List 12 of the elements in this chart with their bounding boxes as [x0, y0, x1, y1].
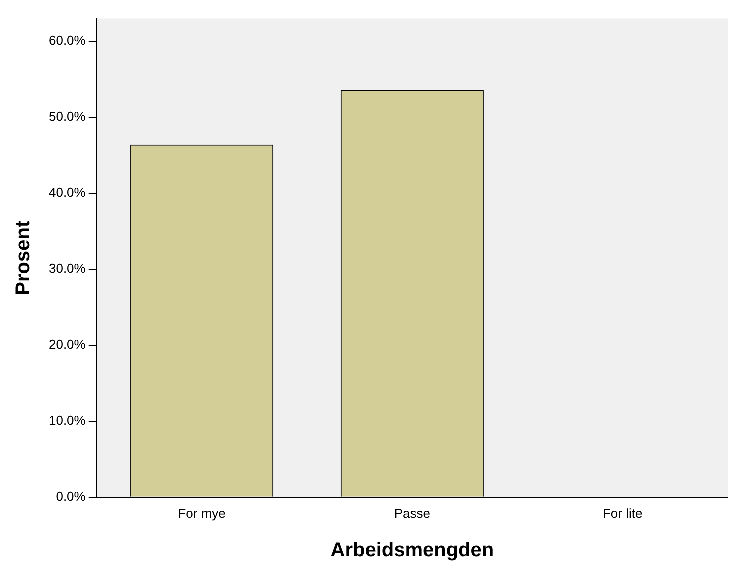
x-axis-title: Arbeidsmengden	[330, 540, 494, 562]
y-tick-label: 50.0%	[48, 109, 86, 124]
y-tick-label: 20.0%	[48, 337, 86, 352]
x-tick-label: For lite	[602, 506, 643, 521]
x-tick-label: For mye	[178, 506, 226, 521]
y-tick-label: 30.0%	[48, 261, 86, 276]
y-tick-label: 60.0%	[48, 33, 86, 48]
x-tick-label: Passe	[394, 506, 430, 521]
y-axis-title: Prosent	[12, 220, 35, 296]
y-tick-label: 40.0%	[48, 185, 86, 200]
y-tick-label: 10.0%	[48, 413, 86, 428]
y-tick-label: 0.0%	[56, 488, 86, 504]
